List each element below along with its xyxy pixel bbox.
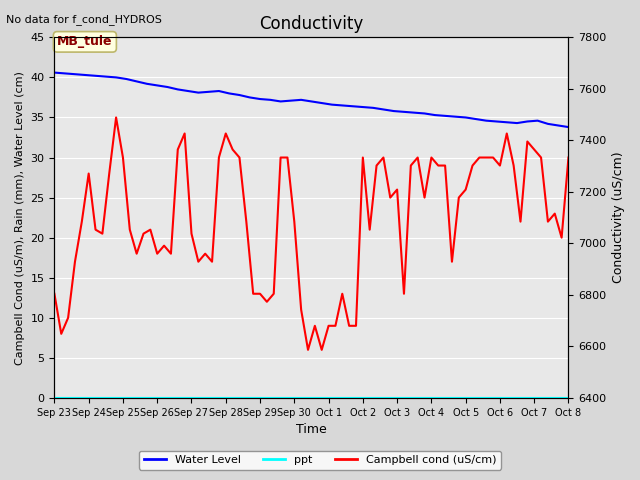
Legend: Water Level, ppt, Campbell cond (uS/cm): Water Level, ppt, Campbell cond (uS/cm) xyxy=(140,451,500,469)
Y-axis label: Conductivity (uS/cm): Conductivity (uS/cm) xyxy=(612,152,625,284)
Text: No data for f_cond_HYDROS: No data for f_cond_HYDROS xyxy=(6,14,163,25)
Y-axis label: Campbell Cond (uS/m), Rain (mm), Water Level (cm): Campbell Cond (uS/m), Rain (mm), Water L… xyxy=(15,71,25,365)
Title: Conductivity: Conductivity xyxy=(259,15,364,33)
X-axis label: Time: Time xyxy=(296,423,327,436)
Text: MB_tule: MB_tule xyxy=(57,36,113,48)
